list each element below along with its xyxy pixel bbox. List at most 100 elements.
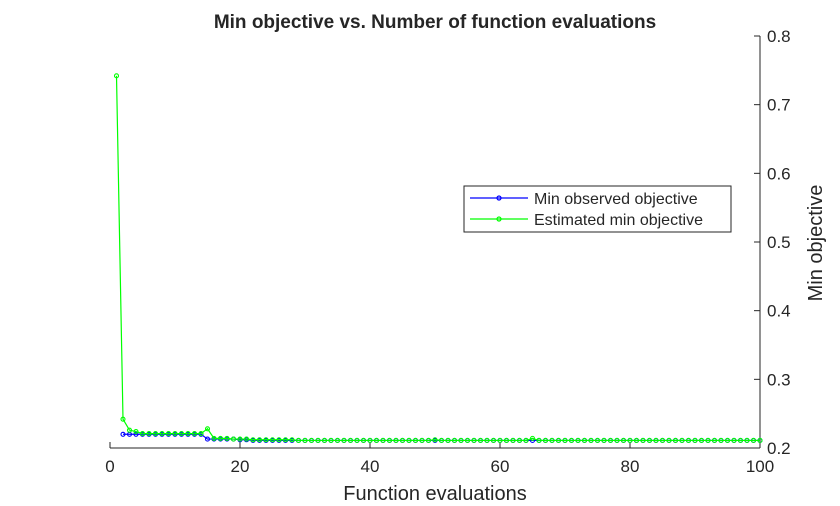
data-point: [724, 437, 731, 443]
data-point: [607, 437, 614, 443]
data-point: [438, 437, 445, 443]
x-tick-label: 0: [105, 457, 114, 476]
y-tick-label: 0.7: [767, 96, 791, 115]
data-point: [380, 437, 386, 443]
data-point: [315, 437, 321, 443]
y-tick-label: 0.2: [767, 439, 791, 458]
data-point: [373, 437, 380, 443]
data-point: [152, 431, 159, 437]
data-point: [367, 437, 373, 443]
series-line-1: [115, 75, 760, 442]
data-point: [393, 437, 399, 443]
data-point: [705, 437, 711, 443]
data-point: [516, 437, 523, 443]
data-point: [445, 437, 451, 443]
y-tick-label: 0.5: [767, 233, 791, 252]
data-point: [458, 437, 464, 443]
data-point: [640, 437, 646, 443]
data-point: [386, 437, 393, 443]
data-point: [484, 437, 490, 443]
data-point: [146, 431, 152, 437]
data-point: [510, 437, 516, 443]
x-tick-label: 40: [361, 457, 380, 476]
data-point: [328, 437, 334, 443]
data-point: [178, 431, 185, 437]
data-point: [562, 437, 568, 443]
legend-entry-min-observed[interactable]: Min observed objective: [470, 191, 698, 208]
data-point: [289, 437, 295, 443]
data-point: [750, 437, 757, 443]
data-point: [347, 437, 354, 443]
data-point: [737, 437, 744, 443]
legend-entry-estimated-min[interactable]: Estimated min objective: [470, 212, 703, 229]
data-point: [464, 437, 471, 443]
data-point: [529, 435, 536, 441]
data-point: [692, 437, 698, 443]
data-point: [269, 437, 276, 443]
data-point: [581, 437, 588, 443]
legend-label-estimated-min: Estimated min objective: [534, 212, 703, 229]
data-point: [490, 437, 497, 443]
data-point: [308, 437, 315, 443]
data-point: [685, 437, 692, 443]
data-point: [627, 437, 633, 443]
data-point: [718, 437, 724, 443]
data-point: [731, 437, 737, 443]
data-point: [185, 431, 191, 437]
data-point: [451, 437, 458, 443]
data-point: [230, 436, 237, 442]
data-point: [711, 437, 718, 443]
data-point: [126, 427, 133, 433]
data-point: [139, 431, 146, 437]
data-point: [523, 437, 529, 443]
data-point: [399, 437, 406, 443]
y-tick-label: 0.6: [767, 164, 791, 183]
data-point: [276, 437, 282, 443]
data-point: [620, 437, 627, 443]
data-point: [120, 431, 126, 437]
data-point: [256, 437, 263, 443]
data-point: [555, 437, 562, 443]
y-tick-label: 0.8: [767, 27, 791, 46]
legend[interactable]: Min observed objective Estimated min obj…: [463, 185, 732, 233]
legend-marker-estimated-min: [496, 216, 502, 222]
data-point: [503, 437, 510, 443]
chart-title: Min objective vs. Number of function eva…: [214, 12, 656, 33]
data-point: [263, 437, 269, 443]
data-point: [360, 437, 367, 443]
data-point: [614, 437, 620, 443]
data-point: [497, 437, 503, 443]
data-point: [477, 437, 484, 443]
data-point: [172, 431, 178, 437]
data-point: [341, 437, 347, 443]
x-tick-label: 80: [621, 457, 640, 476]
data-point: [133, 428, 139, 435]
data-point: [250, 437, 256, 443]
x-tick-label: 60: [491, 457, 510, 476]
data-point: [536, 437, 542, 443]
data-point: [588, 437, 594, 443]
data-point: [211, 435, 217, 441]
y-axis: 0.2 0.3 0.4 0.5 0.6 0.7 0.8: [754, 27, 791, 458]
data-point: [633, 437, 640, 443]
data-point: [113, 73, 120, 79]
data-point: [198, 431, 204, 437]
data-point: [295, 437, 302, 443]
data-point: [191, 431, 198, 437]
data-point: [666, 437, 672, 443]
x-tick-label: 100: [746, 457, 774, 476]
data-point: [204, 426, 211, 432]
data-point: [282, 437, 289, 443]
x-axis: 0 20 40 60 80 100: [105, 442, 774, 476]
data-point: [646, 437, 653, 443]
data-point: [601, 437, 607, 443]
data-point: [120, 416, 126, 422]
data-point: [432, 437, 438, 443]
legend-label-min-observed: Min observed objective: [534, 191, 698, 208]
data-point: [575, 437, 581, 443]
data-point: [243, 436, 250, 442]
data-point: [321, 437, 328, 443]
y-tick-label: 0.4: [767, 302, 791, 321]
data-point: [757, 437, 763, 443]
